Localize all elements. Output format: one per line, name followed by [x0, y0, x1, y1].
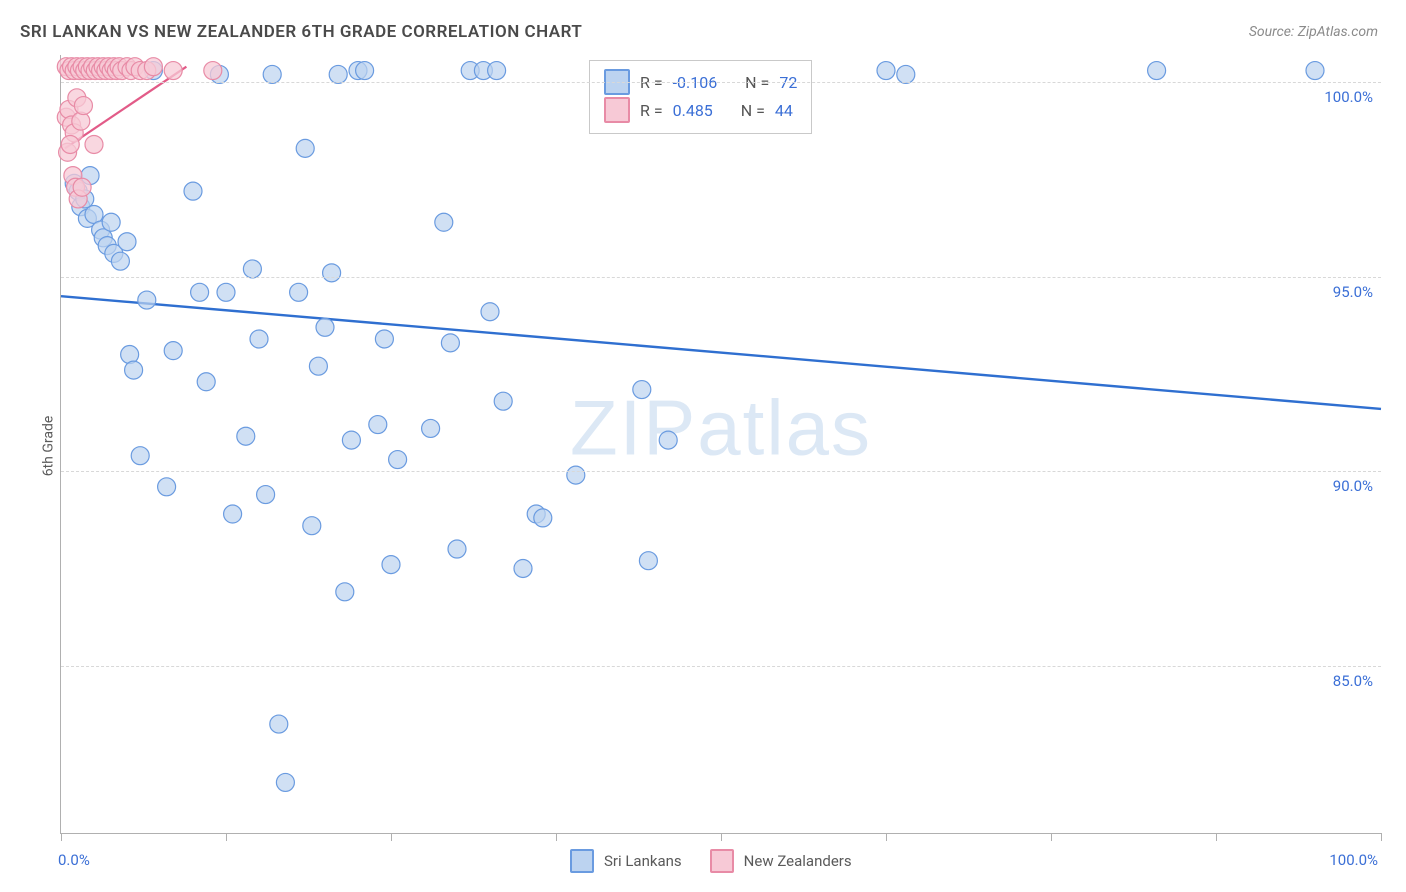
sri_lankans-point [567, 466, 585, 484]
sri_lankans-point [488, 62, 506, 80]
sri_lankans-point [1306, 62, 1324, 80]
sri_lankans-point [1148, 62, 1166, 80]
new_zealanders-point [73, 178, 91, 196]
chart-title: SRI LANKAN VS NEW ZEALANDER 6TH GRADE CO… [20, 22, 582, 42]
sri_lankans-trendline [61, 296, 1381, 409]
sri_lankans-point [382, 556, 400, 574]
new_zealanders-point [204, 62, 222, 80]
y-tick-label: 95.0% [1333, 283, 1373, 301]
sri_lankans-point [389, 451, 407, 469]
legend-swatch [710, 849, 734, 873]
legend-n-label: N = [741, 101, 765, 120]
sri_lankans-point [217, 283, 235, 301]
new_zealanders-point [74, 97, 92, 115]
sri_lankans-point [296, 139, 314, 157]
sri_lankans-point [494, 392, 512, 410]
y-axis-title: 6th Grade [40, 416, 56, 477]
new_zealanders-point [85, 135, 103, 153]
sri_lankans-point [184, 182, 202, 200]
gridline [61, 471, 1381, 472]
gridline [61, 277, 1381, 278]
x-tick [226, 833, 227, 841]
sri_lankans-point [369, 416, 387, 434]
sri_lankans-point [639, 552, 657, 570]
sri_lankans-point [250, 330, 268, 348]
sri_lankans-point [897, 65, 915, 83]
sri_lankans-point [877, 62, 895, 80]
legend-series-label: New Zealanders [744, 852, 852, 870]
x-min-label: 0.0% [58, 851, 90, 869]
sri_lankans-point [276, 773, 294, 791]
x-tick [1381, 833, 1382, 841]
sri_lankans-point [342, 431, 360, 449]
sri_lankans-point [191, 283, 209, 301]
sri_lankans-point [243, 260, 261, 278]
sri_lankans-point [270, 715, 288, 733]
sri_lankans-point [534, 509, 552, 527]
sri_lankans-point [125, 361, 143, 379]
sri_lankans-point [448, 540, 466, 558]
x-tick [721, 833, 722, 841]
sri_lankans-point [435, 213, 453, 231]
x-tick [1216, 833, 1217, 841]
legend-r-label: R = [640, 101, 663, 120]
sri_lankans-point [633, 381, 651, 399]
sri_lankans-point [131, 447, 149, 465]
y-tick-label: 100.0% [1324, 88, 1373, 106]
source-attribution: Source: ZipAtlas.com [1249, 24, 1378, 40]
legend-n-value: 44 [775, 101, 793, 120]
y-tick-label: 90.0% [1333, 477, 1373, 495]
legend-series-label: Sri Lankans [604, 852, 682, 870]
sri_lankans-point [118, 233, 136, 251]
sri_lankans-point [481, 303, 499, 321]
plot-area: ZIPatlas R =-0.106 N =72R =0.485 N =44 8… [60, 55, 1381, 834]
sri_lankans-point [303, 517, 321, 535]
correlation-legend: R =-0.106 N =72R =0.485 N =44 [589, 60, 812, 134]
x-tick [1051, 833, 1052, 841]
sri_lankans-point [224, 505, 242, 523]
x-tick [886, 833, 887, 841]
sri_lankans-point [336, 583, 354, 601]
sri_lankans-point [197, 373, 215, 391]
new_zealanders-point [61, 135, 79, 153]
sri_lankans-point [323, 264, 341, 282]
sri_lankans-point [138, 291, 156, 309]
sri_lankans-point [257, 486, 275, 504]
x-max-label: 100.0% [1329, 851, 1378, 869]
legend-swatch [604, 97, 630, 123]
x-tick [556, 833, 557, 841]
sri_lankans-point [263, 65, 281, 83]
legend-swatch [570, 849, 594, 873]
gridline [61, 666, 1381, 667]
gridline [61, 82, 1381, 83]
sri_lankans-point [356, 62, 374, 80]
x-tick [61, 833, 62, 841]
sri_lankans-point [111, 252, 129, 270]
sri_lankans-point [309, 357, 327, 375]
sri_lankans-point [164, 342, 182, 360]
sri_lankans-point [375, 330, 393, 348]
series-legend: Sri Lankans New Zealanders [570, 849, 870, 873]
sri_lankans-point [316, 318, 334, 336]
new_zealanders-point [144, 58, 162, 76]
sri_lankans-point [422, 419, 440, 437]
sri_lankans-point [514, 559, 532, 577]
sri_lankans-point [329, 65, 347, 83]
new_zealanders-point [72, 112, 90, 130]
legend-r-value: 0.485 [673, 101, 713, 120]
sri_lankans-point [659, 431, 677, 449]
sri_lankans-point [441, 334, 459, 352]
sri_lankans-point [290, 283, 308, 301]
chart-container: SRI LANKAN VS NEW ZEALANDER 6TH GRADE CO… [0, 0, 1406, 892]
sri_lankans-point [237, 427, 255, 445]
y-tick-label: 85.0% [1333, 672, 1373, 690]
x-tick [391, 833, 392, 841]
sri_lankans-point [102, 213, 120, 231]
plot-svg [61, 55, 1381, 833]
legend-row: R = 0.485 N = 44 [604, 97, 797, 123]
new_zealanders-point [164, 62, 182, 80]
sri_lankans-point [158, 478, 176, 496]
